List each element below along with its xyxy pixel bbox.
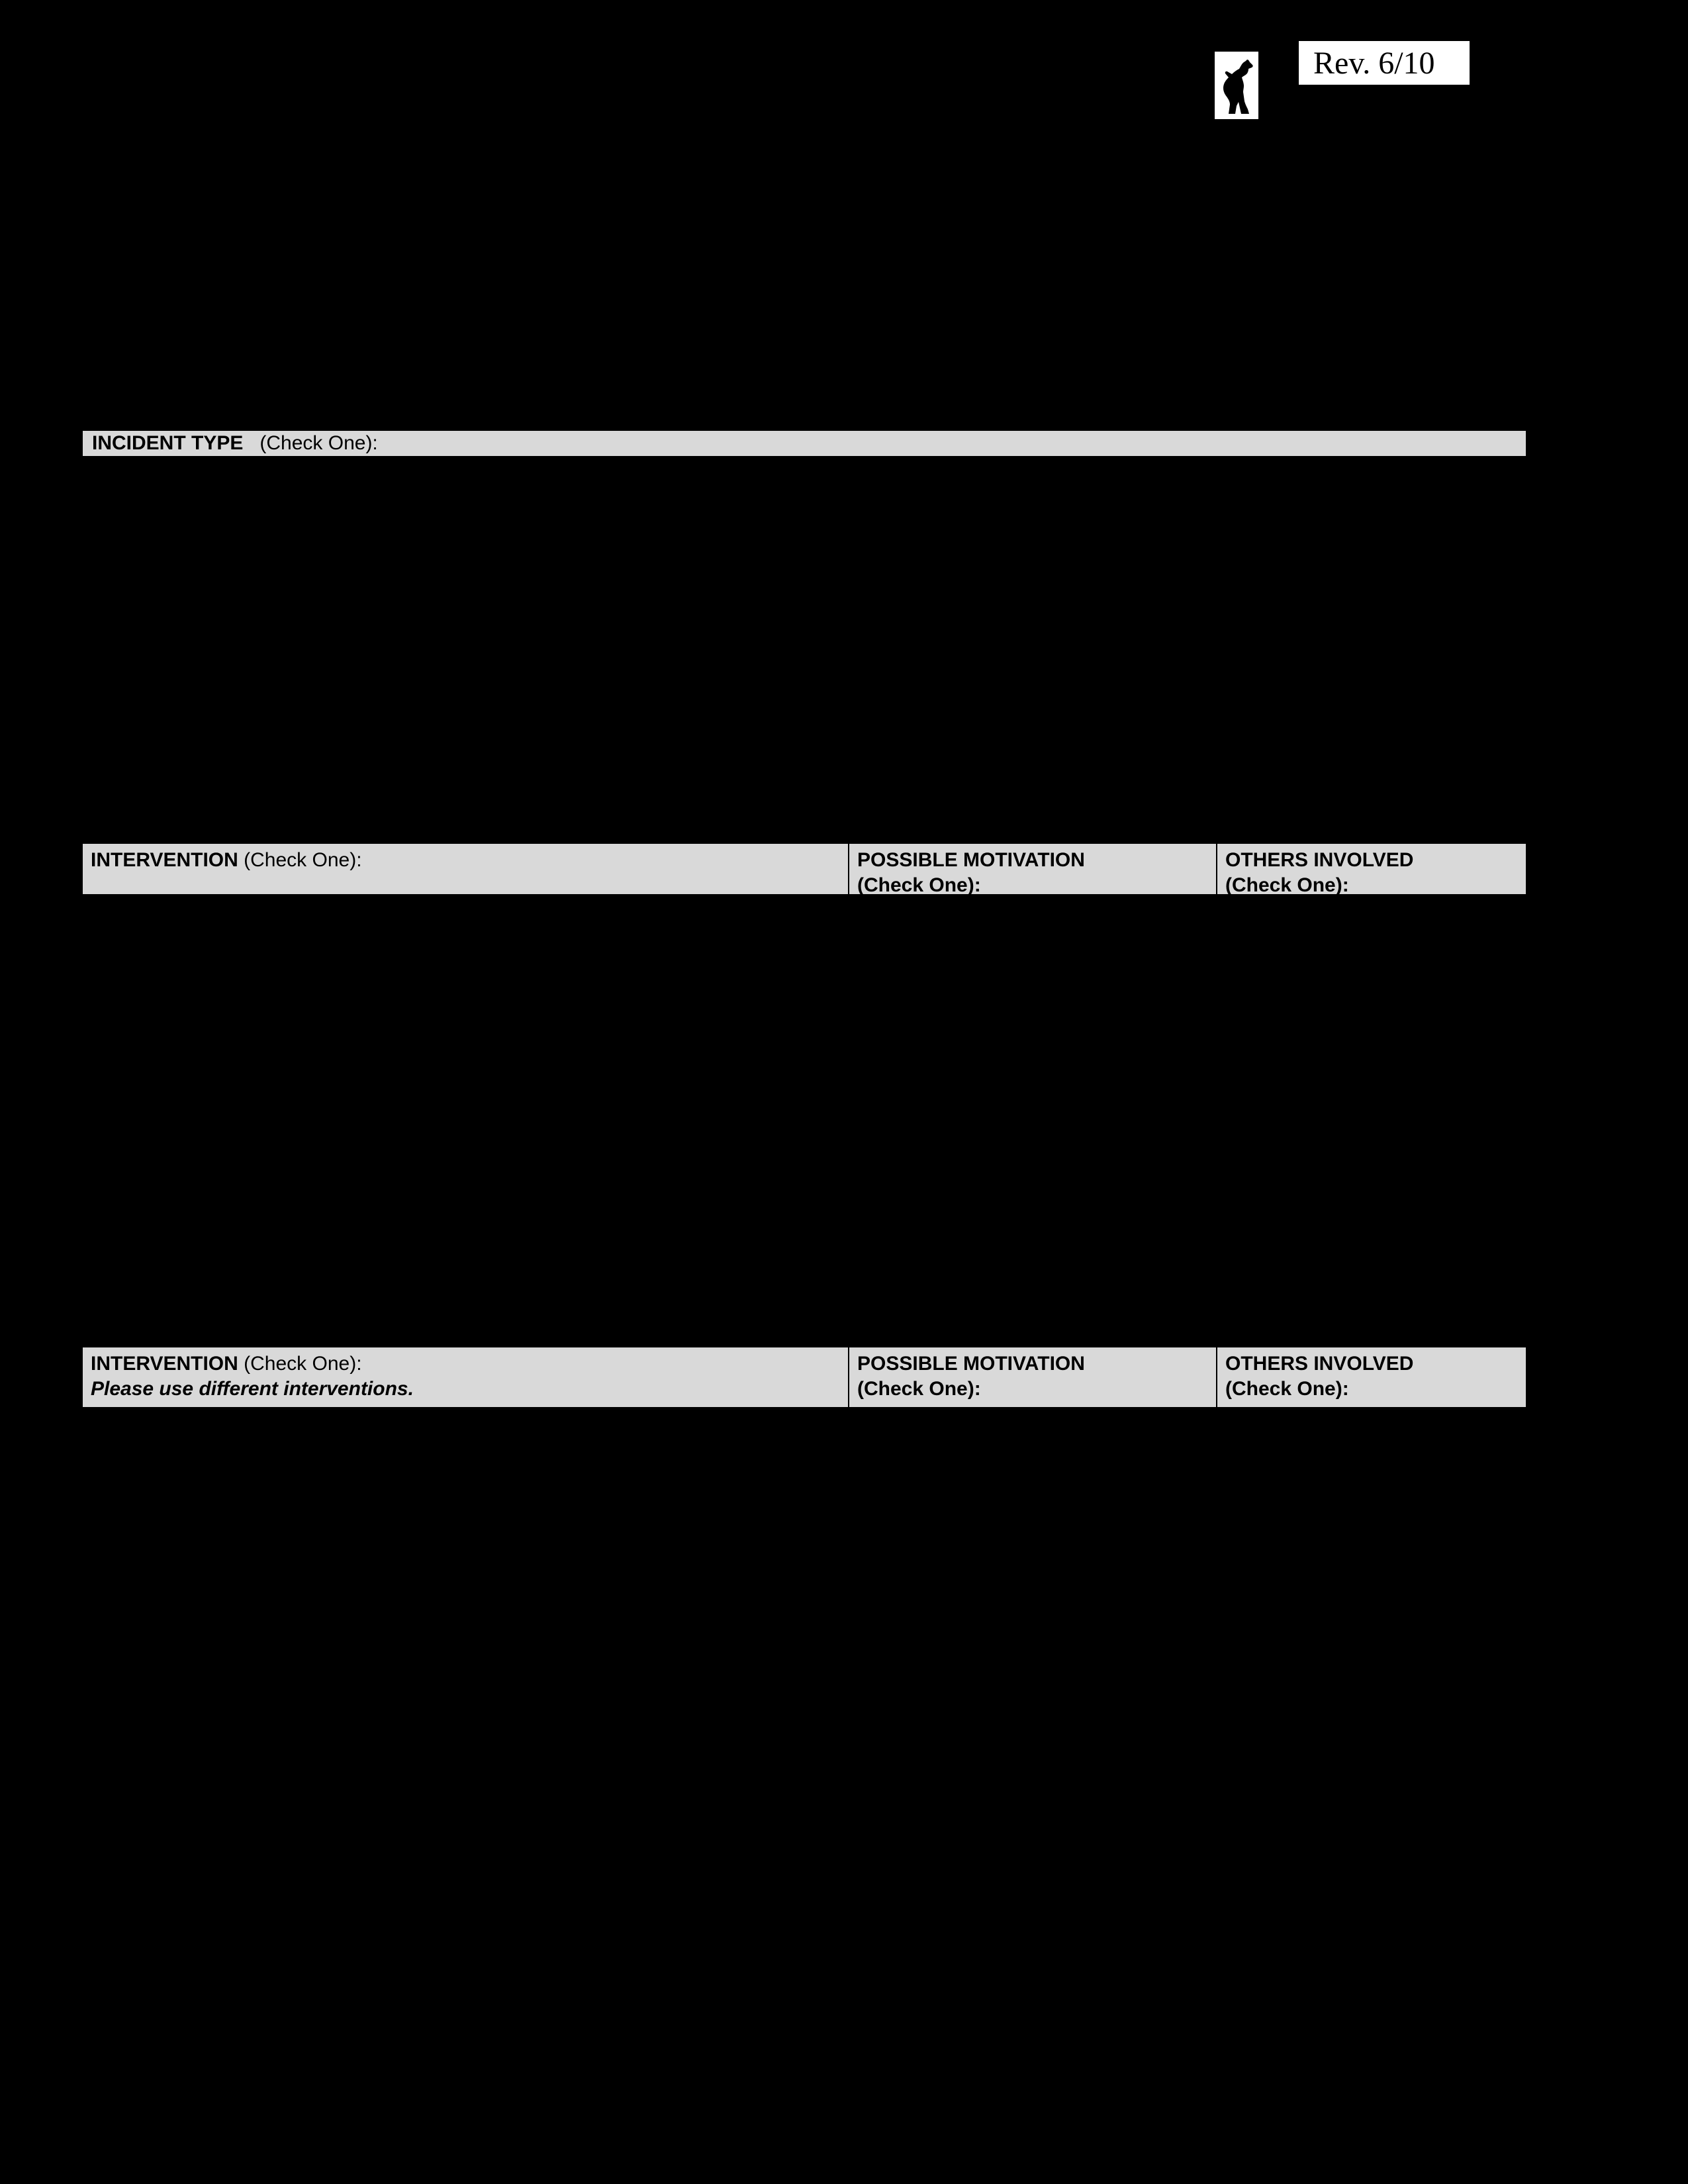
horse-icon: [1218, 56, 1255, 115]
intervention2-col1-paren: (Check One):: [238, 1353, 362, 1375]
intervention2-col1-sub: Please use different interventions.: [91, 1377, 840, 1402]
intervention2-col3-paren: (Check One):: [1225, 1378, 1349, 1400]
intervention1-col1-label: INTERVENTION: [91, 849, 238, 871]
intervention1-col3-paren: (Check One):: [1225, 874, 1349, 896]
intervention2-col1-label: INTERVENTION: [91, 1353, 238, 1375]
intervention2-col2-label: POSSIBLE MOTIVATION: [857, 1353, 1085, 1375]
intervention1-col3: OTHERS INVOLVED (Check One):: [1217, 844, 1526, 901]
intervention1-col1-paren: (Check One):: [238, 849, 362, 871]
intervention1-col2: POSSIBLE MOTIVATION (Check One):: [849, 844, 1216, 901]
intervention2-col3: OTHERS INVOLVED (Check One):: [1217, 1347, 1526, 1405]
intervention1-col2-label: POSSIBLE MOTIVATION: [857, 849, 1085, 871]
intervention1-col3-label: OTHERS INVOLVED: [1225, 849, 1413, 871]
incident-type-paren-text: (Check One):: [259, 432, 377, 454]
intervention2-col1: INTERVENTION (Check One): Please use dif…: [83, 1347, 848, 1405]
intervention2-col3-label: OTHERS INVOLVED: [1225, 1353, 1413, 1375]
incident-type-bar: INCIDENT TYPE (Check One):: [83, 431, 1526, 456]
intervention2-col2-paren: (Check One):: [857, 1378, 981, 1400]
intervention1-col2-paren: (Check One):: [857, 874, 981, 896]
intervention-bar-1: INTERVENTION (Check One): POSSIBLE MOTIV…: [83, 844, 1526, 894]
incident-type-paren: [249, 432, 260, 454]
incident-type-label: INCIDENT TYPE: [92, 432, 243, 454]
logo-box: [1213, 50, 1260, 121]
intervention2-col2: POSSIBLE MOTIVATION (Check One):: [849, 1347, 1216, 1405]
revision-text: Rev. 6/10: [1313, 45, 1435, 81]
revision-box: Rev. 6/10: [1297, 40, 1471, 86]
incident-type-cell: INCIDENT TYPE (Check One):: [83, 430, 387, 457]
intervention-bar-2: INTERVENTION (Check One): Please use dif…: [83, 1347, 1526, 1407]
intervention1-col1: INTERVENTION (Check One):: [83, 844, 848, 877]
